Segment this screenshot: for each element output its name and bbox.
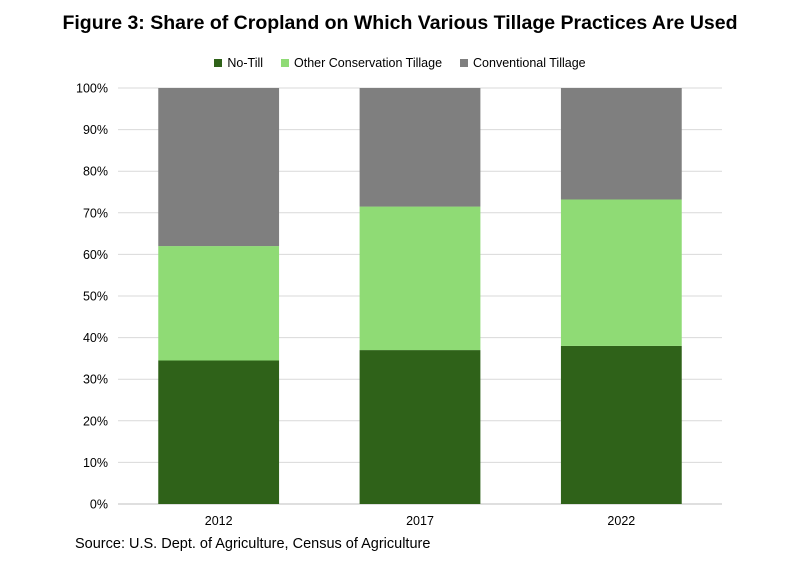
legend-label-conventional: Conventional Tillage xyxy=(473,56,586,70)
legend-item-conventional: Conventional Tillage xyxy=(460,56,586,70)
bar-segment-2012-0 xyxy=(158,360,280,504)
y-tick-label: 70% xyxy=(83,206,108,220)
y-tick-label: 80% xyxy=(83,165,108,179)
chart-legend: No-Till Other Conservation Tillage Conve… xyxy=(0,56,800,70)
bar-segment-2022-0 xyxy=(560,345,682,504)
legend-label-other-conservation: Other Conservation Tillage xyxy=(294,56,443,70)
y-tick-label: 60% xyxy=(83,248,108,262)
y-tick-label: 0% xyxy=(90,498,108,512)
bar-segment-2012-1 xyxy=(158,246,280,361)
legend-item-no-till: No-Till xyxy=(214,56,263,70)
chart-source-note: Source: U.S. Dept. of Agriculture, Censu… xyxy=(75,536,431,552)
legend-swatch-conventional xyxy=(460,59,469,67)
chart-title: Figure 3: Share of Cropland on Which Var… xyxy=(62,12,738,34)
legend-label-no-till: No-Till xyxy=(227,56,264,70)
bar-segment-2017-2 xyxy=(359,88,481,207)
legend-item-other-conservation: Other Conservation Tillage xyxy=(281,56,442,70)
x-tick-label: 2012 xyxy=(205,514,233,528)
bar-segment-2022-1 xyxy=(560,199,682,346)
y-tick-label: 10% xyxy=(83,456,108,470)
y-tick-label: 90% xyxy=(83,123,108,137)
legend-swatch-other-conservation xyxy=(281,59,290,67)
x-tick-label: 2022 xyxy=(607,514,635,528)
y-tick-label: 40% xyxy=(83,331,108,345)
y-tick-label: 100% xyxy=(76,82,108,96)
bar-segment-2017-1 xyxy=(359,206,481,351)
y-tick-label: 20% xyxy=(83,414,108,428)
bar-segment-2012-2 xyxy=(158,88,280,247)
bar-segment-2017-0 xyxy=(359,350,481,504)
y-tick-label: 50% xyxy=(83,290,108,304)
x-tick-label: 2017 xyxy=(406,514,434,528)
legend-swatch-no-till xyxy=(214,59,223,67)
bar-segment-2022-2 xyxy=(560,88,682,200)
y-tick-label: 30% xyxy=(83,373,108,387)
